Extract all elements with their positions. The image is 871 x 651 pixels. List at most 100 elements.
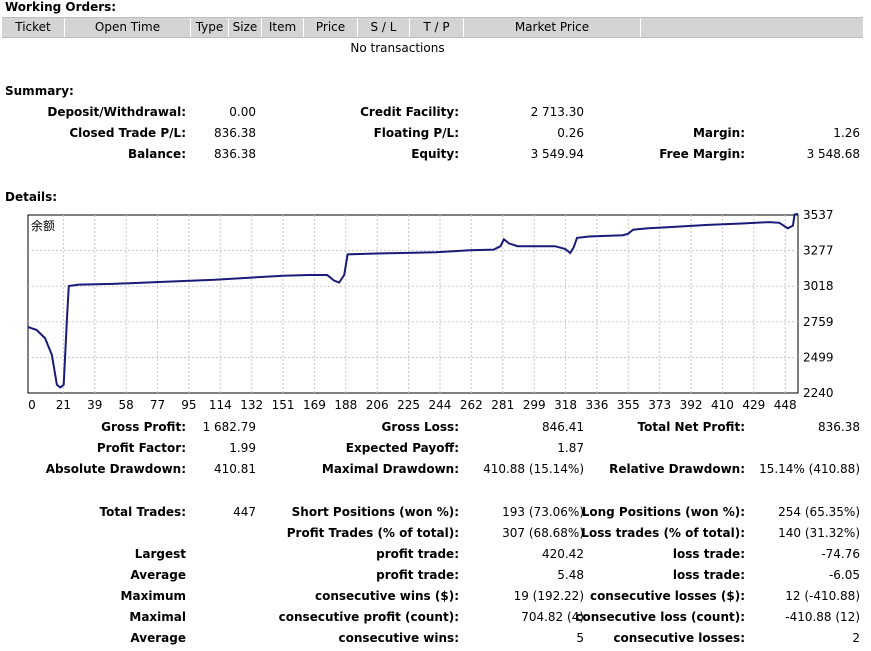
x-tick-label: 355	[617, 398, 640, 412]
y-tick-label: 2499	[803, 350, 834, 364]
total-net-profit-value: 836.38	[818, 420, 860, 434]
gross-loss-value: 846.41	[542, 420, 584, 434]
x-tick-label: 392	[680, 398, 703, 412]
maximal-drawdown-label: Maximal Drawdown:	[321, 462, 459, 476]
balance-value: 836.38	[214, 147, 256, 161]
x-tick-label: 373	[648, 398, 671, 412]
x-tick-label: 410	[711, 398, 734, 412]
largest-loss-label: loss trade:	[672, 547, 745, 561]
deposit-value: 0.00	[229, 105, 256, 119]
y-tick-label: 2759	[803, 315, 834, 329]
chart-legend-label: 余额	[31, 218, 55, 233]
x-tick-label: 114	[209, 398, 232, 412]
balance-chart-svg: 0 21 39 58 77 95 114 132 151 169 188 206 225 244 262 28…	[27, 210, 834, 412]
balance-series-line	[27, 212, 799, 389]
plot-frame	[27, 214, 799, 394]
x-tick-label: 169	[303, 398, 326, 412]
col-market-price[interactable]: Market Price	[464, 18, 641, 37]
relative-drawdown-value: 15.14% (410.88)	[759, 462, 860, 476]
x-tick-label: 58	[119, 398, 134, 412]
x-tick-label: 281	[491, 398, 514, 412]
x-tick-label: 318	[554, 398, 577, 412]
margin-label: Margin:	[692, 126, 745, 140]
avg-cons-losses-label: consecutive losses:	[613, 631, 745, 645]
x-tick-label: 39	[87, 398, 102, 412]
x-tick-label: 188	[334, 398, 357, 412]
free-margin-label: Free Margin:	[659, 147, 745, 161]
largest-loss-value: -74.76	[821, 547, 860, 561]
max-cons-wins-value: 19 (192.22)	[513, 589, 584, 603]
long-positions-value: 254 (65.35%)	[778, 505, 860, 519]
average-profit-label: profit trade:	[376, 568, 459, 582]
details-title: Details:	[5, 190, 58, 204]
y-tick-label: 2240	[803, 386, 834, 400]
profit-trades-value: 307 (68.68%)	[502, 526, 584, 540]
largest-label: Largest	[134, 547, 186, 561]
closed-pl-value: 836.38	[214, 126, 256, 140]
no-transactions-text: No transactions	[350, 41, 445, 55]
col-type[interactable]: Type	[191, 18, 229, 37]
col-ticket[interactable]: Ticket	[2, 18, 65, 37]
margin-value: 1.26	[833, 126, 860, 140]
absolute-drawdown-value: 410.81	[214, 462, 256, 476]
relative-drawdown-label: Relative Drawdown:	[609, 462, 745, 476]
x-tick-label: 132	[240, 398, 263, 412]
avg-cons-wins-value: 5	[576, 631, 584, 645]
closed-pl-label: Closed Trade P/L:	[69, 126, 186, 140]
col-sl[interactable]: S / L	[358, 18, 410, 37]
col-extra[interactable]	[641, 18, 863, 37]
summary-title: Summary:	[5, 84, 74, 98]
average2-label: Average	[130, 631, 186, 645]
gross-profit-value: 1 682.79	[202, 420, 256, 434]
maximal-loss-value: -410.88 (12)	[785, 610, 860, 624]
maximal-profit-value: 704.82 (4)	[521, 610, 584, 624]
x-tick-label: 21	[56, 398, 71, 412]
x-tick-label: 244	[429, 398, 452, 412]
x-tick-label: 206	[366, 398, 389, 412]
loss-trades-value: 140 (31.32%)	[778, 526, 860, 540]
x-tick-label: 336	[585, 398, 608, 412]
profit-factor-value: 1.99	[229, 441, 256, 455]
avg-cons-wins-label: consecutive wins:	[338, 631, 459, 645]
expected-payoff-label: Expected Payoff:	[345, 441, 459, 455]
average-loss-value: -6.05	[828, 568, 860, 582]
working-orders-header: Ticket Open Time Type Size Item Price S …	[2, 17, 863, 38]
maximal-profit-label: consecutive profit (count):	[278, 610, 459, 624]
max-cons-wins-label: consecutive wins ($):	[314, 589, 459, 603]
total-trades-value: 447	[233, 505, 256, 519]
profit-trades-label: Profit Trades (% of total):	[286, 526, 459, 540]
largest-profit-value: 420.42	[542, 547, 584, 561]
credit-value: 2 713.30	[530, 105, 584, 119]
gross-profit-label: Gross Profit:	[101, 420, 186, 434]
col-size[interactable]: Size	[229, 18, 262, 37]
x-tick-label: 225	[397, 398, 420, 412]
col-tp[interactable]: T / P	[410, 18, 464, 37]
y-tick-label: 3537	[803, 210, 834, 222]
max-cons-losses-label: consecutive losses ($):	[589, 589, 745, 603]
equity-value: 3 549.94	[530, 147, 584, 161]
floating-pl-value: 0.26	[557, 126, 584, 140]
avg-cons-losses-value: 2	[852, 631, 860, 645]
loss-trades-label: Loss trades (% of total):	[581, 526, 745, 540]
average-profit-value: 5.48	[557, 568, 584, 582]
x-tick-label: 299	[523, 398, 546, 412]
short-positions-value: 193 (73.06%)	[502, 505, 584, 519]
col-price[interactable]: Price	[304, 18, 358, 37]
col-item[interactable]: Item	[262, 18, 304, 37]
x-tick-label: 151	[272, 398, 295, 412]
maximal-label: Maximal	[129, 610, 186, 624]
x-tick-label: 448	[774, 398, 797, 412]
long-positions-label: Long Positions (won %):	[581, 505, 745, 519]
total-trades-label: Total Trades:	[99, 505, 186, 519]
x-tick-label: 0	[28, 398, 36, 412]
y-tick-label: 3018	[803, 279, 834, 293]
col-open-time[interactable]: Open Time	[65, 18, 191, 37]
average-loss-label: loss trade:	[672, 568, 745, 582]
gross-loss-label: Gross Loss:	[381, 420, 459, 434]
absolute-drawdown-label: Absolute Drawdown:	[45, 462, 186, 476]
x-tick-label: 77	[150, 398, 165, 412]
expected-payoff-value: 1.87	[557, 441, 584, 455]
credit-label: Credit Facility:	[360, 105, 459, 119]
maximal-loss-label: consecutive loss (count):	[575, 610, 745, 624]
x-tick-label: 95	[181, 398, 196, 412]
